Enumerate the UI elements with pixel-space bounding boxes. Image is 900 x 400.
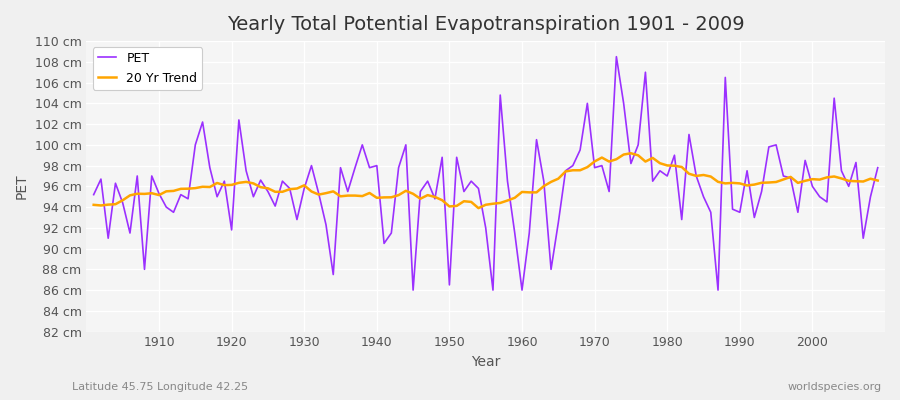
Title: Yearly Total Potential Evapotranspiration 1901 - 2009: Yearly Total Potential Evapotranspiratio… — [227, 15, 744, 34]
PET — [611, 54, 622, 59]
20 Yr Trend — [147, 191, 158, 196]
20 Yr Trend — [88, 202, 99, 207]
PET — [872, 165, 883, 170]
PET — [408, 288, 418, 292]
20 Yr Trend — [872, 178, 883, 183]
PET — [618, 101, 629, 106]
PET — [147, 174, 158, 178]
Line: PET: PET — [94, 57, 878, 290]
X-axis label: Year: Year — [471, 355, 500, 369]
Text: Latitude 45.75 Longitude 42.25: Latitude 45.75 Longitude 42.25 — [72, 382, 248, 392]
PET — [306, 163, 317, 168]
20 Yr Trend — [473, 206, 484, 210]
Y-axis label: PET: PET — [15, 174, 29, 199]
20 Yr Trend — [349, 193, 360, 198]
PET — [524, 231, 535, 236]
Legend: PET, 20 Yr Trend: PET, 20 Yr Trend — [93, 47, 202, 90]
PET — [88, 192, 99, 197]
Line: 20 Yr Trend: 20 Yr Trend — [94, 153, 878, 208]
20 Yr Trend — [306, 189, 317, 194]
20 Yr Trend — [517, 190, 527, 194]
20 Yr Trend — [611, 157, 622, 162]
20 Yr Trend — [524, 190, 535, 195]
Text: worldspecies.org: worldspecies.org — [788, 382, 882, 392]
PET — [517, 288, 527, 292]
PET — [349, 165, 360, 170]
20 Yr Trend — [626, 151, 636, 156]
